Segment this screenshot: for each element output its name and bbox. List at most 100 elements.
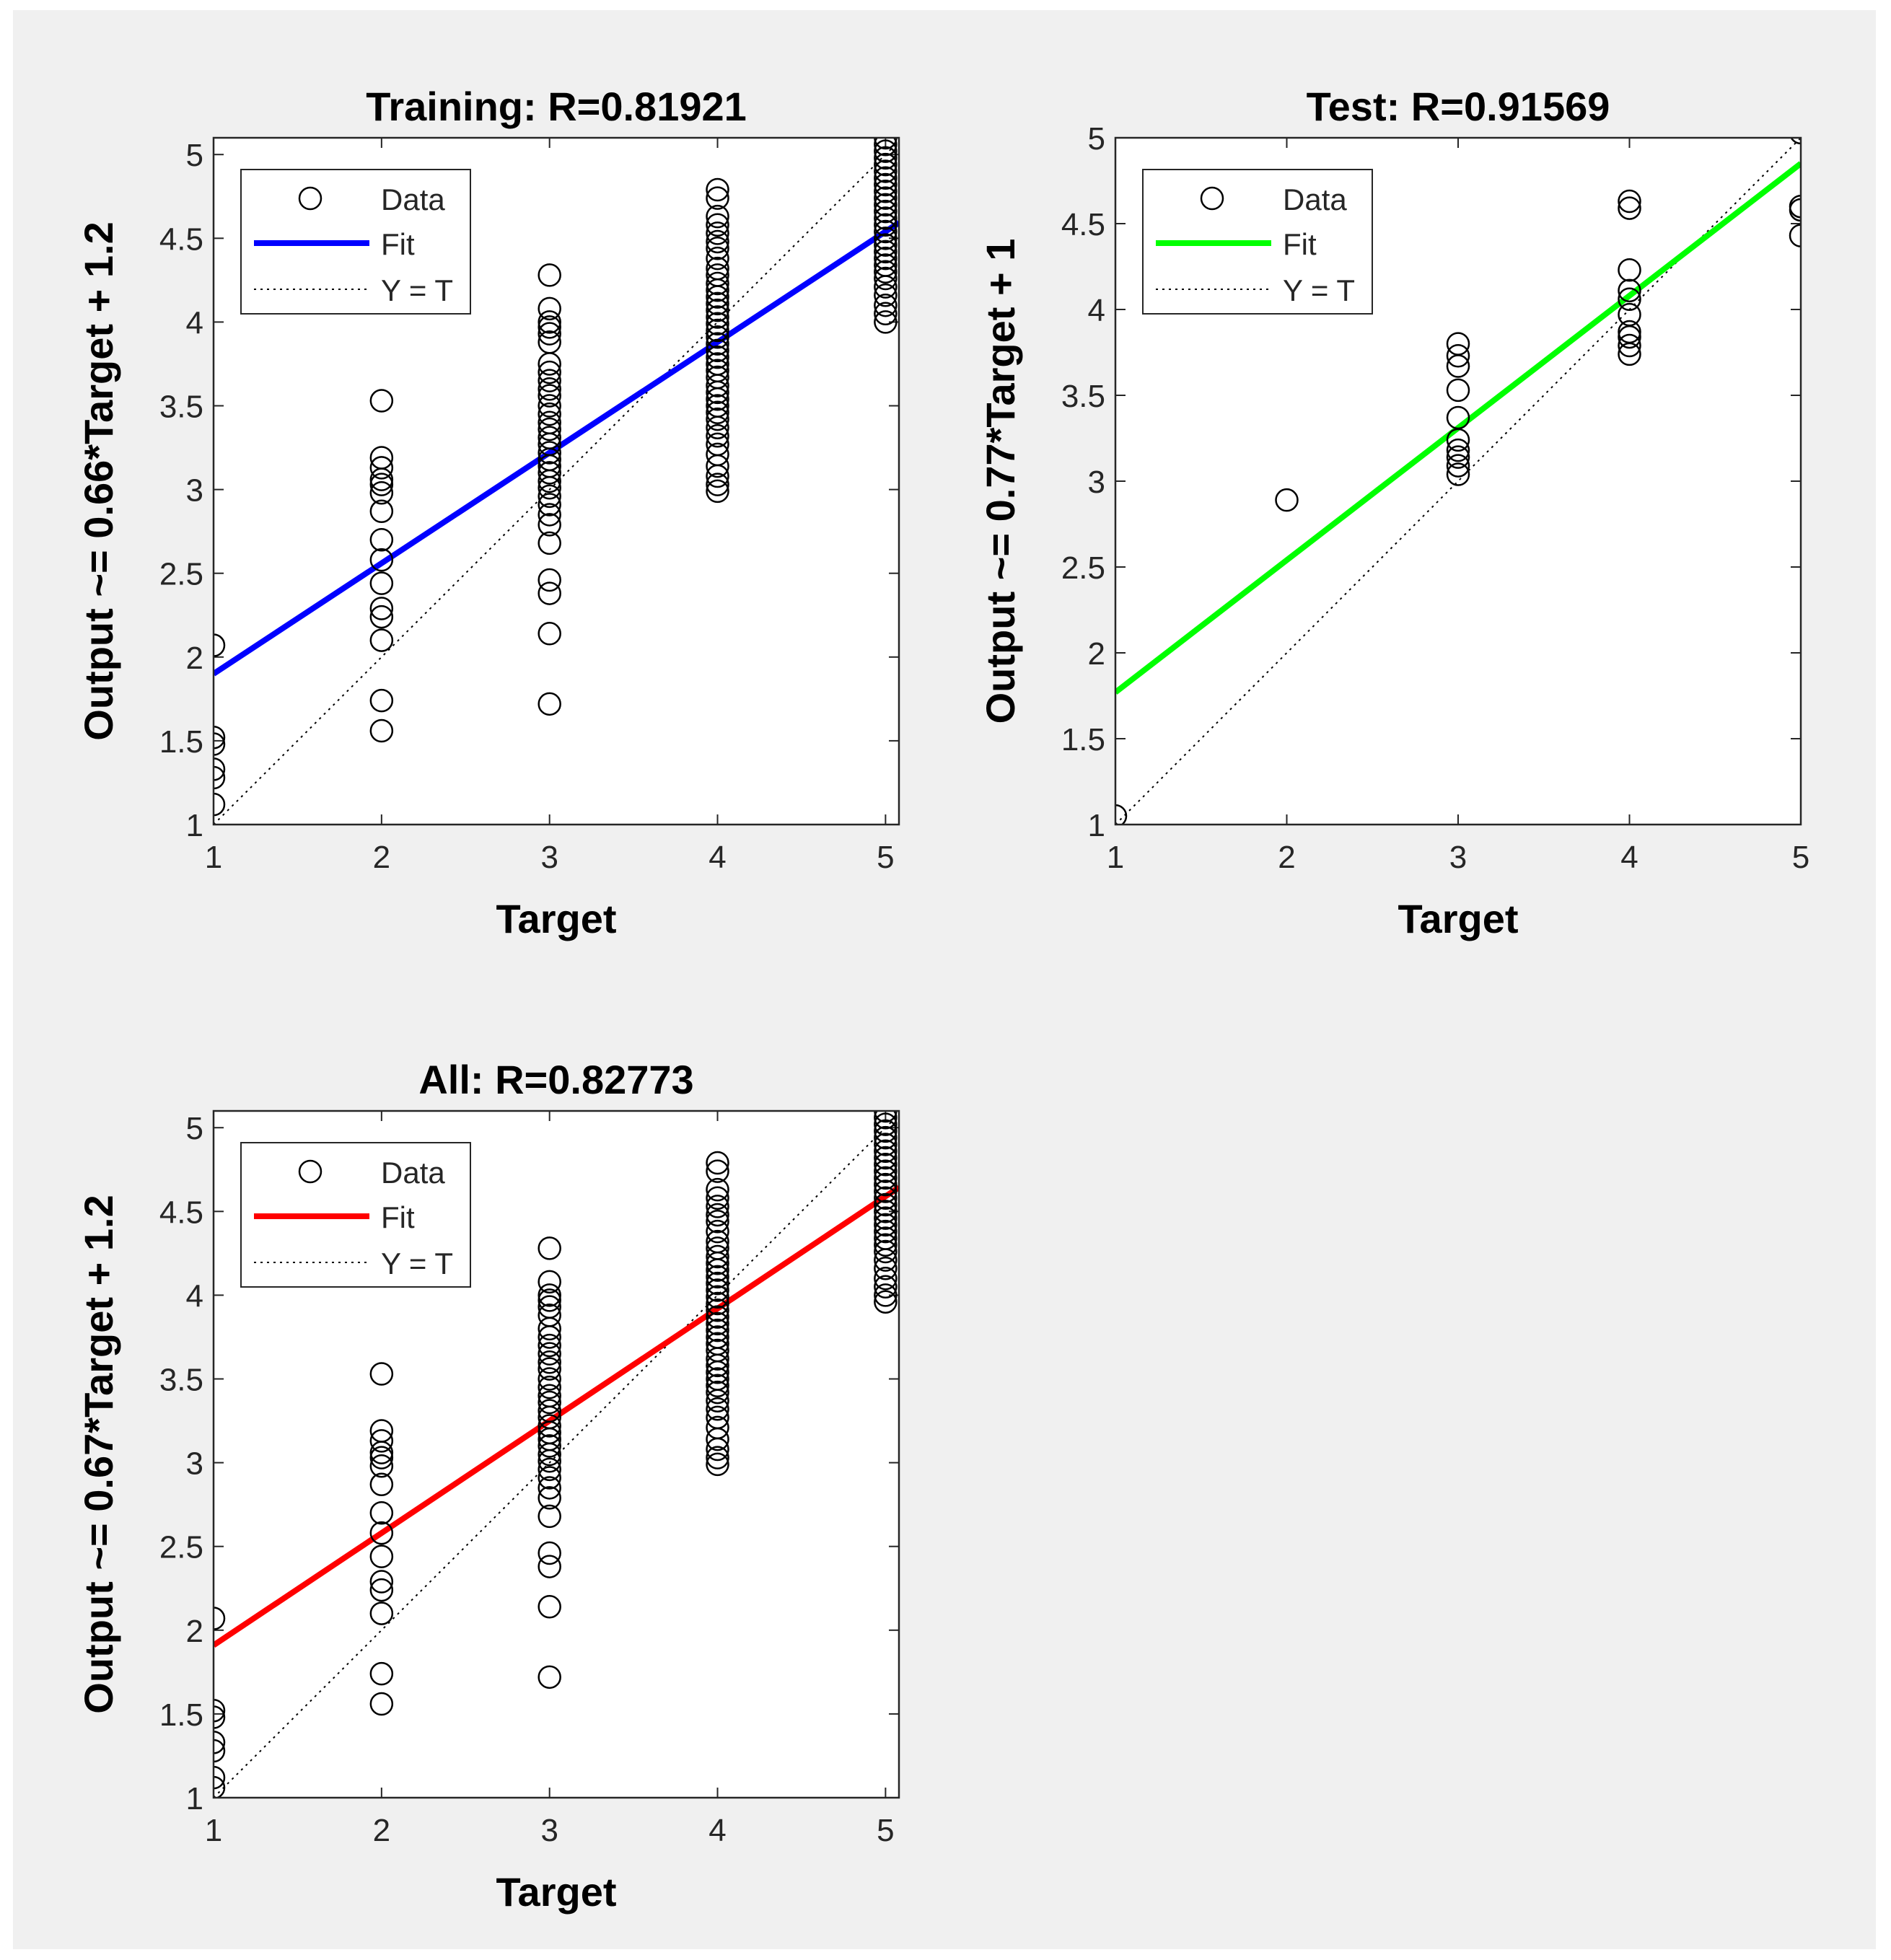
data-point xyxy=(874,1125,898,1150)
data-point xyxy=(214,765,226,790)
data-point xyxy=(874,159,898,183)
data-point xyxy=(214,726,226,750)
data-point xyxy=(874,1186,898,1210)
data-point xyxy=(369,718,394,743)
data-point xyxy=(874,233,898,257)
data-point xyxy=(706,1427,729,1451)
data-point xyxy=(706,1437,729,1462)
x-tick-label: 4 xyxy=(708,840,726,875)
data-point xyxy=(874,166,898,190)
data-point xyxy=(874,246,898,271)
data-point xyxy=(538,531,561,555)
data-point xyxy=(1618,342,1641,366)
data-point xyxy=(538,1442,561,1467)
data-point xyxy=(538,568,561,592)
data-point xyxy=(706,1209,729,1234)
data-point xyxy=(874,139,898,163)
x-tick-label: 2 xyxy=(373,840,390,875)
data-point xyxy=(369,1429,394,1453)
data-point xyxy=(369,628,394,652)
data-point xyxy=(538,1434,561,1458)
data-point xyxy=(538,1342,561,1366)
legend-label-data: Data xyxy=(381,1156,445,1190)
y-tick-label: 2 xyxy=(1088,636,1105,672)
legend-label-fit: Fit xyxy=(1283,227,1317,261)
data-point xyxy=(706,1252,729,1275)
data-point xyxy=(538,692,561,716)
data-point xyxy=(874,186,898,210)
data-point xyxy=(538,384,561,408)
data-point xyxy=(538,1333,561,1358)
y-tick-label: 3.5 xyxy=(159,1363,203,1398)
data-point xyxy=(369,605,394,629)
data-point xyxy=(874,284,898,307)
data-point xyxy=(369,1446,394,1469)
data-point xyxy=(706,1380,729,1405)
data-point xyxy=(874,266,898,291)
data-point xyxy=(1618,196,1641,220)
data-point xyxy=(874,1213,898,1237)
data-point xyxy=(706,1177,729,1202)
data-point xyxy=(538,1457,561,1482)
data-point xyxy=(706,298,729,322)
y-tick-label: 4 xyxy=(186,305,203,340)
data-point xyxy=(706,332,729,356)
data-point xyxy=(874,239,898,264)
data-point xyxy=(538,296,561,321)
data-point xyxy=(369,1601,394,1625)
data-point xyxy=(538,310,561,334)
data-point xyxy=(706,291,729,316)
data-point xyxy=(538,1317,561,1341)
subplot-test: 1 2 3 4 5 1 1.5 2 2.5 3 3.5 4 4.5 5 Test: R=0.91569 Tar… xyxy=(978,84,1809,941)
data-point xyxy=(1618,258,1641,282)
x-tick-label: 1 xyxy=(205,1813,222,1848)
legend-data-marker xyxy=(298,186,323,211)
data-point xyxy=(874,138,898,157)
axes-frame xyxy=(1114,136,1802,826)
data-point xyxy=(538,484,561,509)
y-tick-label: 3 xyxy=(186,1446,203,1482)
y-tick-label: 1.5 xyxy=(1061,722,1105,757)
data-point xyxy=(369,1544,394,1568)
y-tick-label: 5 xyxy=(186,138,203,173)
x-tick-label: 3 xyxy=(540,840,558,875)
data-point xyxy=(706,1219,729,1244)
data-point xyxy=(706,1151,729,1175)
y-tick-label: 2.5 xyxy=(1061,550,1105,586)
data-point xyxy=(874,1179,898,1203)
data-point xyxy=(538,377,561,401)
data-point xyxy=(538,1486,561,1510)
data-point xyxy=(538,503,561,527)
legend-label-fit: Fit xyxy=(381,1200,415,1234)
regression-figure: 1 2 3 4 5 1 1.5 2 2.5 3 3.5 4 4.5 5 Training: R=0.8192… xyxy=(76,84,1809,1915)
legend-data-marker xyxy=(1200,186,1224,211)
data-point xyxy=(874,1283,898,1307)
data-point xyxy=(874,275,898,299)
data-point xyxy=(874,1159,898,1183)
y-tick-label: 4 xyxy=(1088,293,1105,328)
data-point xyxy=(706,416,729,439)
data-point xyxy=(706,1159,729,1183)
data-point xyxy=(874,180,898,203)
data-point xyxy=(1446,454,1470,478)
data-point xyxy=(874,152,898,177)
y-tick-label: 1 xyxy=(186,808,203,843)
data-point xyxy=(706,464,729,488)
data-point xyxy=(369,597,394,620)
x-tick-label: 1 xyxy=(1107,840,1124,875)
data-point xyxy=(538,402,561,426)
data-point xyxy=(706,325,729,349)
x-tick-label: 2 xyxy=(373,1813,390,1848)
data-point xyxy=(706,1186,729,1210)
data-point xyxy=(706,305,729,329)
data-point xyxy=(706,246,729,271)
x-tick-label: 4 xyxy=(708,1813,726,1848)
data-point xyxy=(1115,804,1128,825)
data-point xyxy=(538,1555,561,1578)
data-point xyxy=(706,374,729,397)
y-axis-label: Output ~= 0.67*Target + 1.2 xyxy=(76,1195,121,1713)
data-point xyxy=(874,1172,898,1197)
data-point xyxy=(706,473,729,496)
axes-frame xyxy=(212,136,900,826)
data-point xyxy=(538,461,561,485)
